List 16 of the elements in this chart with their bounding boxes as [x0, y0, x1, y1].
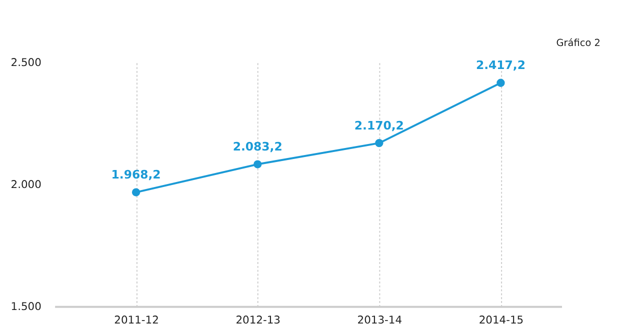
text: Gráfico 2 [556, 38, 601, 50]
x-tick-label: 2012-13 [236, 313, 280, 326]
data-label: 2.083,2 [232, 140, 282, 154]
x-tick-label: 2014-15 [478, 313, 524, 326]
data-label: 1.968,2 [111, 168, 161, 182]
x-tick-label: 2013-14 [357, 313, 402, 326]
point [132, 188, 140, 196]
data-label: 2.417,2 [476, 58, 526, 72]
y-tick-label: 2.500 [10, 56, 42, 70]
point [254, 160, 262, 168]
data-label: 2.170,2 [354, 118, 404, 132]
point [496, 78, 505, 87]
point [375, 139, 384, 148]
y-tick-label: 1.500 [10, 300, 42, 313]
x-tick-label: 2011-12 [114, 313, 159, 326]
y-tick-label: 2.000 [10, 178, 42, 191]
